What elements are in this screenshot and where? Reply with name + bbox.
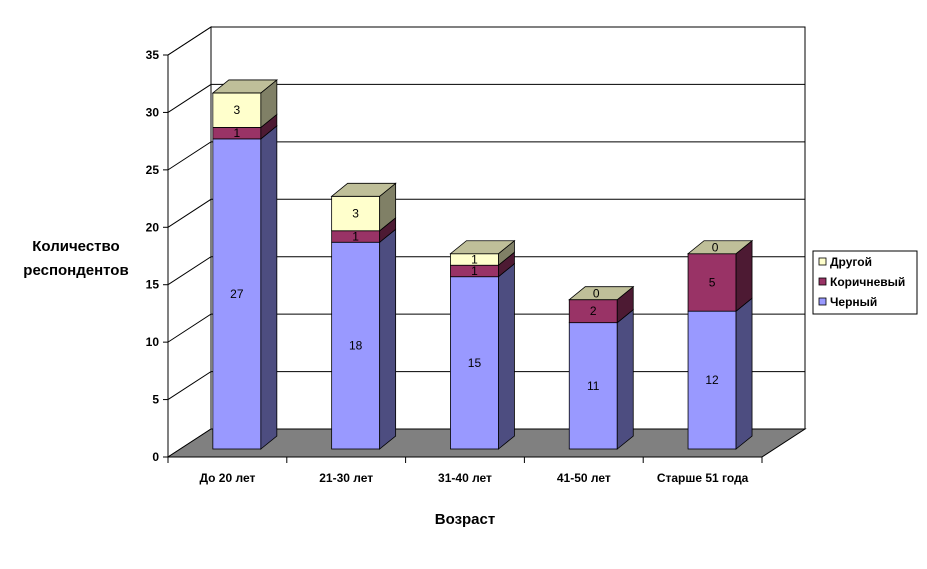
legend: Другой Коричневый Черный xyxy=(812,250,918,315)
bar-top xyxy=(330,182,397,197)
y-tick-label: 5 xyxy=(152,393,159,407)
bar-top xyxy=(211,79,278,94)
bar-top xyxy=(686,240,754,255)
gridline xyxy=(167,256,805,286)
x-tick-label: 21-30 лет xyxy=(319,471,373,485)
bar-segment xyxy=(450,262,515,450)
legend-label: Коричневый xyxy=(830,275,905,289)
y-tick-label: 30 xyxy=(146,105,160,119)
bar-segment xyxy=(211,79,278,129)
bar-segment xyxy=(686,240,754,255)
data-label: 1 xyxy=(352,230,359,244)
data-label: 18 xyxy=(349,339,363,353)
bar-segment xyxy=(568,308,634,450)
bar-front xyxy=(568,322,618,450)
legend-label: Черный xyxy=(830,295,877,309)
bar-segment xyxy=(212,125,278,450)
gridline xyxy=(167,26,805,56)
bar-segment xyxy=(687,297,753,450)
data-label: 1 xyxy=(471,252,478,266)
legend-swatch xyxy=(818,277,827,286)
data-label: 2 xyxy=(590,304,597,318)
data-label: 11 xyxy=(587,379,600,393)
bar-segment xyxy=(331,228,397,450)
bars xyxy=(211,79,754,450)
side-wall xyxy=(167,26,212,458)
bar-side xyxy=(498,262,515,450)
x-tick-label: 31-40 лет xyxy=(438,471,492,485)
legend-swatch xyxy=(818,297,827,306)
y-tick-label: 25 xyxy=(146,163,160,177)
gridline xyxy=(167,141,805,171)
data-label: 27 xyxy=(230,287,244,301)
data-label: 3 xyxy=(352,207,359,221)
data-label: 3 xyxy=(234,103,241,117)
y-tick-label: 0 xyxy=(152,450,159,464)
data-label: 12 xyxy=(705,373,719,387)
data-label: 15 xyxy=(468,356,482,370)
y-tick-label: 10 xyxy=(146,335,160,349)
bar-side xyxy=(616,308,634,450)
y-tick-label: 15 xyxy=(146,278,160,292)
bar-side xyxy=(735,297,753,450)
y-tick-label: 35 xyxy=(146,48,160,62)
bar-segment xyxy=(568,286,635,301)
bar-front xyxy=(212,138,262,450)
legend-item: Коричневый xyxy=(818,275,905,289)
bar-segment xyxy=(687,239,753,313)
bar-front xyxy=(212,92,262,128)
x-tick-label: Старше 51 года xyxy=(657,471,749,485)
bar-side xyxy=(260,125,278,450)
y-tick-label: 20 xyxy=(146,220,160,234)
x-tick-label: До 20 лет xyxy=(199,471,255,485)
legend-item: Другой xyxy=(818,255,872,269)
bar-top xyxy=(568,286,635,301)
bar-segment xyxy=(449,239,516,267)
y-axis-title-line-1: Количество xyxy=(32,238,119,255)
legend-label: Другой xyxy=(830,255,872,269)
data-label: 1 xyxy=(234,126,241,140)
data-label: 0 xyxy=(593,287,600,301)
bar-front xyxy=(687,253,737,312)
data-label: 5 xyxy=(709,275,716,289)
y-axis-title-line-2: респондентов xyxy=(23,262,128,279)
legend-item: Черный xyxy=(818,295,877,309)
bar-front xyxy=(687,310,737,450)
legend-box xyxy=(812,250,918,315)
x-axis-title: Возраст xyxy=(435,511,495,528)
bar-side xyxy=(379,228,397,450)
bar-front xyxy=(450,276,499,450)
x-tick-label: 41-50 лет xyxy=(557,471,611,485)
bar-segment xyxy=(330,182,397,232)
bar-top xyxy=(449,240,516,255)
gridline xyxy=(167,198,805,228)
data-label: 1 xyxy=(471,264,478,278)
gridline xyxy=(167,83,805,113)
legend-swatch xyxy=(818,257,827,266)
data-label: 0 xyxy=(712,241,719,255)
